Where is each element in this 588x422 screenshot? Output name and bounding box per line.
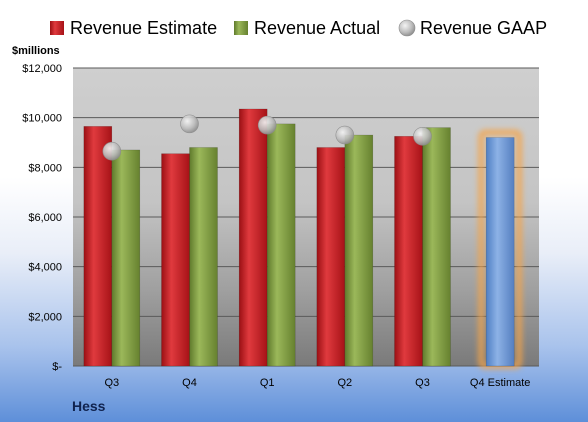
- x-tick-label: Q3: [415, 377, 430, 389]
- bar-revenue-actual: [266, 123, 296, 367]
- legend-label: Revenue GAAP: [420, 18, 547, 38]
- bar-revenue-estimate: [161, 153, 190, 367]
- gridlines: [73, 67, 539, 367]
- bars: [83, 108, 523, 369]
- y-tick-label: $8,000: [28, 162, 62, 174]
- legend-marker: [398, 19, 416, 37]
- legend: Revenue Estimate Revenue Actual Revenue GA…: [50, 18, 547, 38]
- bar-revenue-actual: [189, 147, 218, 367]
- company-label: Hess: [72, 398, 106, 414]
- bar-revenue-estimate: [238, 108, 268, 367]
- x-tick-label: Q3: [104, 377, 119, 389]
- gaap-markers: [102, 114, 432, 161]
- bar-revenue-actual: [344, 134, 374, 367]
- x-axis: Q3 Q4 Q1 Q2 Q3 Q4 Estimate: [104, 377, 530, 389]
- x-tick-label: Q4: [182, 377, 197, 389]
- marker-revenue-gaap: [413, 126, 432, 146]
- legend-label: Revenue Estimate: [70, 18, 217, 38]
- x-tick-label: Q1: [260, 377, 275, 389]
- y-tick-label: $-: [52, 361, 62, 373]
- y-tick-label: $4,000: [28, 262, 62, 274]
- bar-revenue-actual: [111, 149, 141, 367]
- y-axis: $- $2,000 $4,000 $6,000 $8,000 $10,000 $12,000: [22, 63, 62, 373]
- x-tick-label: Q4 Estimate: [470, 377, 531, 389]
- marker-revenue-gaap: [335, 125, 355, 145]
- legend-swatch: [234, 21, 248, 35]
- y-tick-label: $10,000: [22, 113, 62, 125]
- marker-revenue-gaap: [257, 115, 277, 135]
- bar-revenue-actual: [422, 127, 451, 367]
- bar-q4-estimate: [485, 137, 515, 367]
- legend-swatch: [50, 21, 64, 35]
- marker-revenue-gaap: [180, 114, 199, 134]
- y-tick-label: $12,000: [22, 63, 62, 75]
- legend-label: Revenue Actual: [254, 18, 380, 38]
- marker-revenue-gaap: [102, 141, 122, 161]
- x-tick-label: Q2: [337, 377, 352, 389]
- bar-revenue-estimate: [316, 147, 346, 367]
- bar-revenue-estimate: [394, 136, 423, 367]
- bar-revenue-estimate: [83, 126, 113, 367]
- unit-label: $millions: [12, 45, 60, 57]
- y-tick-label: $2,000: [28, 311, 62, 323]
- y-tick-label: $6,000: [28, 212, 62, 224]
